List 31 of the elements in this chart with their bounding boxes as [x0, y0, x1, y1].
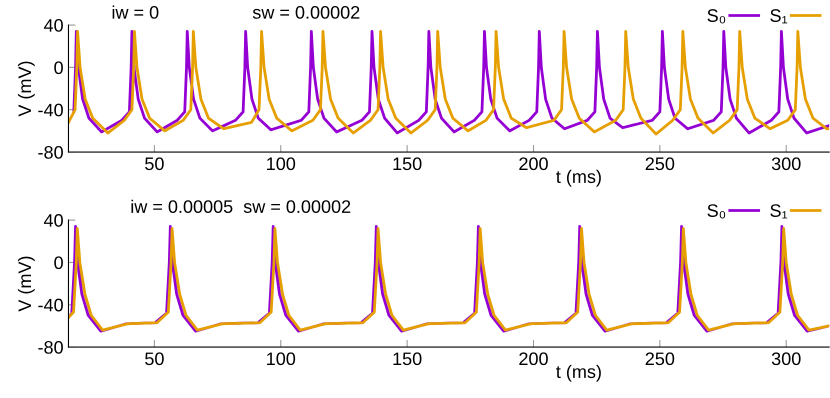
x-tick-label: 50	[145, 352, 164, 366]
x-tick-label: 100	[267, 352, 296, 366]
y-tick-label: -80	[38, 340, 63, 354]
y-tick-label: -40	[38, 104, 63, 116]
x-tick-label: 300	[772, 352, 801, 366]
x-axis-title: t (ms)	[556, 170, 601, 187]
y-tick-label: 0	[54, 256, 63, 270]
y-axis-title: V (mV)	[18, 256, 35, 312]
legend-label: S₁	[770, 204, 788, 218]
text: iw = 0.00005 sw = 0.00002	[131, 200, 350, 213]
x-tick-label: 250	[646, 352, 674, 366]
y-tick-label: 0	[54, 61, 63, 74]
x-tick-label: 200	[519, 352, 548, 366]
x-tick-label: 50	[145, 157, 164, 170]
x-axis-title: t (ms)	[556, 364, 601, 382]
y-tick-label: 40	[44, 214, 63, 227]
text: iw = 0	[112, 6, 158, 19]
x-tick-label: 250	[646, 157, 674, 170]
legend-label: S₀	[707, 9, 726, 24]
x-tick-label: 200	[519, 157, 548, 170]
legend-label: S₀	[707, 204, 726, 218]
y-axis-title: V (mV)	[18, 62, 35, 117]
x-tick-label: 150	[393, 352, 422, 366]
y-tick-label: -80	[38, 146, 63, 159]
x-tick-label: 100	[267, 157, 296, 170]
y-tick-label: -40	[38, 298, 63, 312]
text: sw = 0.00002	[252, 6, 360, 19]
y-tick-label: 40	[44, 19, 63, 32]
x-tick-label: 150	[393, 157, 422, 170]
x-tick-label: 300	[772, 157, 801, 170]
legend-label: S₁	[770, 9, 788, 24]
